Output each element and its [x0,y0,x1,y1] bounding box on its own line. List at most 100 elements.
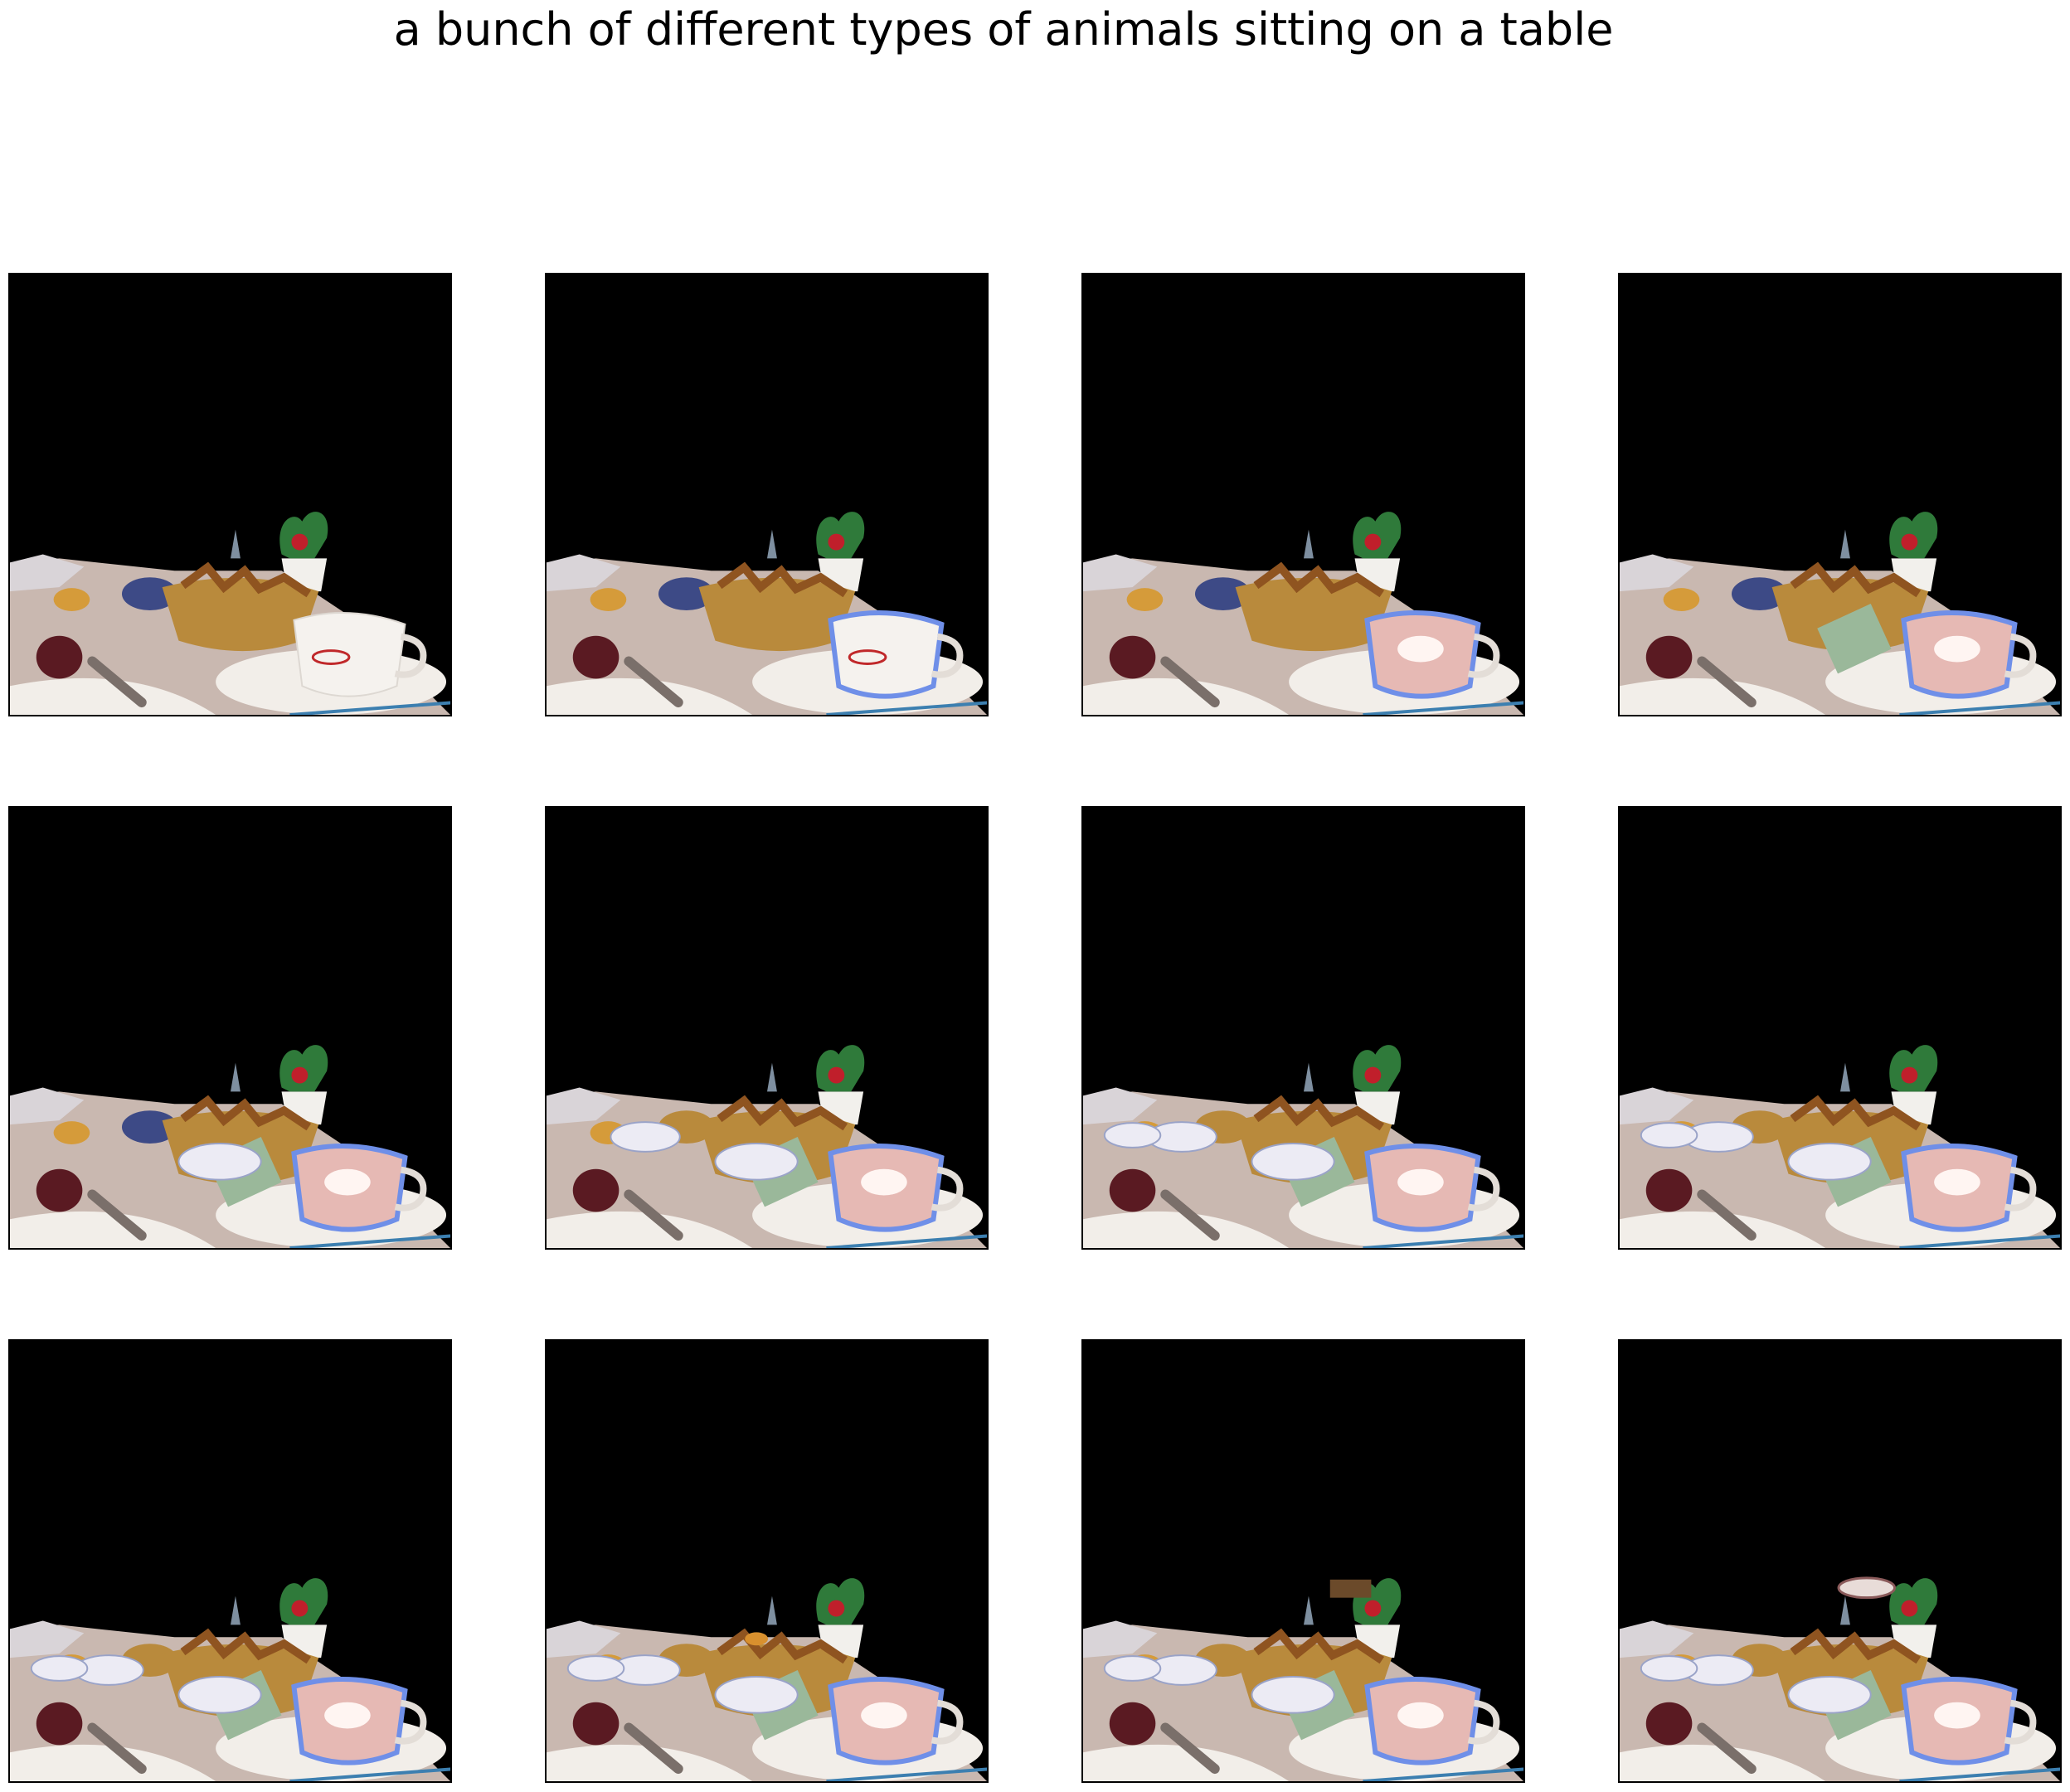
knife [1697,656,1757,708]
bread [1253,1628,1385,1664]
glass-bottle [1303,529,1314,559]
floating-dish [1837,1576,1896,1600]
knife [1697,1722,1757,1775]
bread [1253,561,1385,598]
spoon [289,701,450,715]
coffee-cup [1901,1144,2037,1232]
bowl [714,1675,799,1714]
glass-bottle [230,1595,241,1625]
bread [1790,1628,1922,1664]
bread [180,1628,312,1664]
knife [87,656,147,708]
left-tableware [1620,554,1694,592]
front-plate [10,1211,216,1248]
left-tableware [1083,554,1158,592]
glass-bottle [766,1595,777,1625]
bowl [1103,1122,1162,1149]
bowl [1787,1675,1872,1714]
coffee-cup [291,1144,427,1232]
knife [1160,1722,1220,1775]
coffee-cup [828,1677,964,1765]
bowl [566,1655,625,1682]
panel-6 [545,806,989,1250]
left-tableware [1083,1087,1158,1125]
panel-2 [545,273,989,716]
spoon [1363,1234,1523,1248]
spoon [1899,1234,2060,1248]
left-tableware [1620,1620,1694,1658]
knife [87,1189,147,1241]
bowl [177,1142,262,1181]
front-plate [1083,677,1290,715]
bowl [1640,1122,1698,1149]
bread [717,1628,848,1664]
bowl [30,1655,89,1682]
bowl [1103,1655,1162,1682]
front-plate [1620,1744,1826,1781]
bread-basket [698,577,856,652]
panel-5 [8,806,452,1250]
coffee-cup [293,612,427,697]
left-tableware [547,1087,621,1125]
green-card [1817,604,1892,674]
coffee-cup [1901,610,2037,699]
bowl [1251,1142,1335,1181]
glass-bottle [766,529,777,559]
bread [180,1095,312,1131]
jam-jar [1645,635,1693,679]
small-basket [121,1110,178,1144]
small-basket [658,577,715,610]
panel-1 [8,273,452,716]
coffee-cup [828,610,964,699]
spoon [1363,1767,1523,1781]
jam-jar [1109,1702,1156,1746]
glass-bottle [230,529,241,559]
glass-bottle [1839,529,1850,559]
brown-plant [1329,1579,1372,1598]
panel-10 [545,1339,989,1783]
plant-pot [816,1045,865,1125]
panel-8 [1618,806,2062,1250]
jam-jar [1109,1168,1156,1212]
front-plate [10,677,216,715]
honey-jar [590,588,627,611]
bread [1790,1095,1922,1131]
spoon [1363,701,1523,715]
bread [717,561,848,598]
knife [1160,1189,1220,1241]
jam-jar [572,1168,620,1212]
bread [1790,561,1922,598]
knife [624,1722,683,1775]
front-plate [10,1744,216,1781]
panel-11 [1081,1339,1525,1783]
front-plate [547,1744,753,1781]
bread [1253,1095,1385,1131]
glass-bottle [1303,1062,1314,1092]
bread-basket [1235,577,1392,652]
glass-bottle [230,1062,241,1092]
panel-9 [8,1339,452,1783]
honey-jar [53,1121,90,1144]
jam-jar [1645,1702,1693,1746]
spoon [826,1234,987,1248]
front-plate [1083,1744,1290,1781]
jam-jar [36,1702,83,1746]
panel-7 [1081,806,1525,1250]
jam-jar [572,635,620,679]
knife [624,1189,683,1241]
plant-pot [1889,1578,1938,1658]
glass-bottle [1303,1595,1314,1625]
left-tableware [547,554,621,592]
small-basket [1731,577,1788,610]
front-plate [1083,1211,1290,1248]
glass-bottle [1839,1062,1850,1092]
knife [624,656,683,708]
honey-jar [1663,588,1700,611]
small-basket [1194,577,1251,610]
bowl [177,1675,262,1714]
bowl [1640,1655,1698,1682]
panel-4 [1618,273,2062,716]
spoon [289,1234,450,1248]
knife [1160,656,1220,708]
